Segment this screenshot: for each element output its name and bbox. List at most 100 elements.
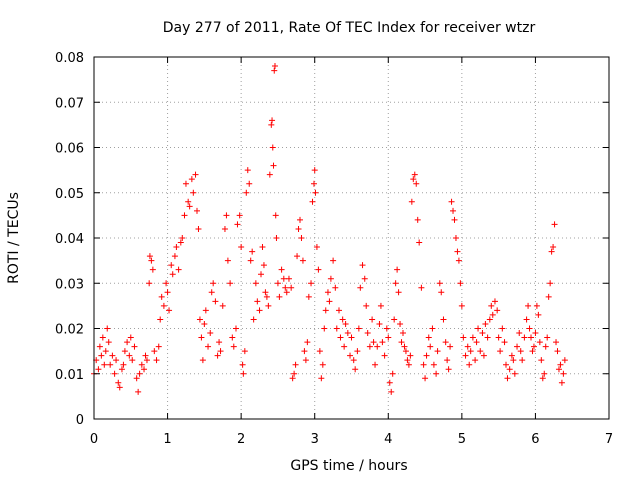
data-point	[533, 302, 540, 309]
data-point	[142, 352, 149, 359]
data-point	[506, 366, 513, 373]
x-tick-label: 6	[531, 432, 539, 447]
y-axis-label: ROTI / TECUs	[6, 192, 22, 284]
x-tick-label: 1	[163, 432, 171, 447]
data-point	[335, 307, 342, 314]
data-point	[143, 357, 150, 364]
data-point	[427, 343, 434, 350]
grid-lines	[94, 57, 609, 419]
data-point	[379, 339, 386, 346]
data-point	[489, 311, 496, 318]
x-tick-label: 5	[458, 432, 466, 447]
data-point	[199, 357, 206, 364]
data-point	[337, 334, 344, 341]
data-point	[462, 352, 469, 359]
data-point	[111, 370, 118, 377]
data-point	[160, 302, 167, 309]
data-point	[289, 375, 296, 382]
data-point	[247, 257, 254, 264]
data-point	[369, 316, 376, 323]
data-point	[372, 361, 379, 368]
data-point	[355, 325, 362, 332]
data-point	[503, 361, 509, 368]
data-point	[455, 257, 462, 264]
y-tick-label: 0.03	[55, 277, 84, 292]
data-point	[298, 235, 305, 241]
data-point	[440, 316, 447, 323]
data-point	[190, 189, 197, 196]
data-point	[561, 357, 568, 364]
data-point	[554, 348, 561, 355]
data-point	[274, 280, 281, 287]
data-point	[525, 302, 532, 309]
data-point	[227, 280, 234, 287]
data-point	[352, 366, 359, 373]
data-point	[118, 366, 125, 373]
y-axis-tick-labels: 0 0.01 0.02 0.03 0.04 0.05 0.06 0.07 0.08	[55, 51, 84, 428]
data-point	[486, 316, 493, 323]
data-point	[158, 293, 165, 300]
data-point	[272, 212, 279, 219]
x-tick-label: 7	[605, 432, 613, 447]
data-point	[153, 357, 160, 364]
data-point	[135, 388, 142, 395]
data-point	[423, 352, 430, 359]
data-point	[166, 307, 173, 314]
data-point	[420, 361, 427, 368]
data-point	[155, 343, 162, 350]
data-point	[246, 180, 253, 187]
y-tick-label: 0.02	[55, 323, 84, 338]
data-point	[530, 343, 537, 350]
data-point	[288, 284, 295, 291]
data-point	[467, 348, 474, 355]
y-tick-label: 0	[76, 413, 84, 428]
data-point	[457, 280, 464, 287]
data-point	[560, 370, 567, 377]
data-point	[359, 262, 366, 269]
x-axis-label: GPS time / hours	[290, 458, 407, 474]
data-point	[107, 361, 114, 368]
data-point	[416, 239, 423, 246]
data-point	[402, 348, 409, 355]
data-point	[557, 361, 564, 368]
y-tick-label: 0.04	[55, 232, 84, 247]
x-axis-tick-labels: 0 1 2 3 4 5 6 7	[90, 432, 613, 447]
data-point	[146, 280, 153, 287]
data-point	[395, 289, 402, 296]
data-point	[102, 348, 109, 355]
data-point	[528, 334, 535, 341]
data-point	[131, 343, 138, 350]
data-point	[448, 198, 455, 205]
data-point	[240, 370, 247, 377]
data-point	[327, 275, 334, 282]
data-point	[430, 361, 437, 368]
data-point	[523, 316, 530, 323]
data-point	[364, 330, 371, 337]
data-point	[126, 352, 133, 359]
data-point	[363, 302, 370, 309]
data-point	[450, 207, 457, 214]
data-point	[445, 366, 452, 373]
data-point	[313, 244, 320, 251]
data-point	[319, 361, 326, 368]
data-point	[398, 339, 405, 346]
data-point	[479, 330, 486, 337]
data-point	[268, 121, 275, 128]
data-point	[517, 348, 524, 355]
data-point	[109, 352, 116, 359]
data-point	[504, 375, 511, 382]
data-point	[133, 375, 140, 382]
data-point	[95, 366, 102, 373]
data-point	[258, 271, 265, 278]
data-point	[458, 302, 465, 309]
data-point	[551, 221, 558, 228]
chart-title: Day 277 of 2011, Rate Of TEC Index for r…	[163, 20, 536, 36]
data-point	[101, 361, 108, 368]
data-point	[434, 348, 441, 355]
data-point	[333, 325, 340, 332]
data-point	[234, 221, 241, 228]
data-point	[553, 339, 560, 346]
data-point	[299, 257, 306, 264]
data-point	[195, 225, 202, 232]
